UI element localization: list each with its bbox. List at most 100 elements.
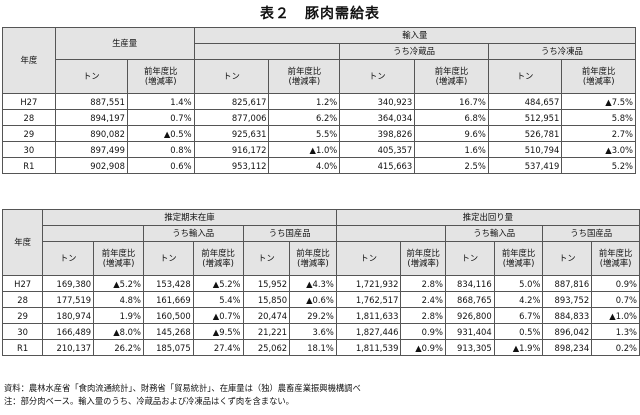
stock-total-header	[42, 225, 144, 242]
value-cell: 902,908	[54, 157, 128, 174]
table-title: 表２ 豚肉需給表	[260, 6, 380, 22]
value-cell: 1.9%	[93, 307, 144, 324]
value-cell: 834,116	[444, 275, 495, 292]
value-cell: 0.6%	[126, 157, 195, 174]
year-header: 年度	[2, 27, 56, 94]
value-cell: 169,380	[42, 275, 95, 292]
value-cell: 1.4%	[126, 93, 195, 110]
value-cell: 3.6%	[289, 323, 337, 340]
ton-header: トン	[193, 59, 270, 94]
table-row: H27 169,380 ▲5.2% 153,428 ▲5.2% 15,952 ▲4.3% 1,…	[1, 275, 640, 292]
value-cell: ▲8.0%	[93, 323, 144, 340]
value-cell: 897,499	[54, 141, 128, 158]
value-cell: 405,357	[339, 141, 416, 158]
value-cell: 15,850	[242, 291, 291, 308]
value-cell: 15,952	[242, 275, 291, 292]
yoy-header: 前年度比 (増減率)	[268, 59, 341, 94]
value-cell: 166,489	[42, 323, 95, 340]
yoy-header: 前年度比 (増減率)	[591, 241, 640, 276]
table-row: 29 180,974 1.9% 160,500 ▲0.7% 20,474 29.2% 1,81…	[1, 307, 640, 324]
value-cell: ▲1.0%	[591, 307, 640, 324]
shipments-header: 推定出回り量	[335, 209, 640, 226]
ton-header: トン	[54, 59, 128, 94]
ton-header: トン	[42, 241, 95, 276]
ton-header: トン	[242, 241, 291, 276]
value-cell: ▲0.7%	[192, 307, 244, 324]
value-cell: 931,404	[444, 323, 495, 340]
year-cell: R1	[1, 339, 44, 356]
yoy-header: 前年度比 (増減率)	[493, 241, 544, 276]
value-cell: 5.0%	[493, 275, 544, 292]
value-cell: 1.3%	[591, 323, 640, 340]
year-cell: 30	[2, 141, 56, 158]
value-cell: 887,551	[54, 93, 128, 110]
value-cell: 1,811,539	[335, 339, 402, 356]
value-cell: 894,197	[54, 109, 128, 126]
value-cell: 877,006	[193, 109, 270, 126]
year-cell: H27	[1, 275, 44, 292]
value-cell: 21,221	[242, 323, 291, 340]
table-row: 28 177,519 4.8% 161,669 5.4% 15,850 ▲0.6% 1,762…	[1, 291, 640, 308]
value-cell: 9.6%	[414, 125, 489, 142]
value-cell: 893,752	[542, 291, 593, 308]
value-cell: 484,657	[487, 93, 563, 110]
ton-header: トン	[542, 241, 593, 276]
table-row: 29 890,082 ▲0.5% 925,631 5.5% 398,826 9.6% 526,…	[2, 125, 636, 142]
value-cell: 537,419	[487, 157, 563, 174]
value-cell: 27.4%	[192, 339, 244, 356]
value-cell: 898,234	[542, 339, 593, 356]
table-row: 28 894,197 0.7% 877,006 6.2% 364,034 6.8% 512,9…	[2, 109, 636, 126]
shipments-domestic-header: うち国産品	[542, 225, 640, 242]
stock-shipment-table: 年度 推定期末在庫 推定出回り量 うち輸入品 うち国産品 うち輸入品 うち国産品…	[1, 209, 640, 356]
value-cell: 510,794	[487, 141, 563, 158]
value-cell: 896,042	[542, 323, 593, 340]
value-cell: 180,974	[42, 307, 95, 324]
value-cell: 1,721,932	[335, 275, 402, 292]
ton-header: トン	[339, 59, 416, 94]
ton-header: トン	[142, 241, 194, 276]
value-cell: 0.7%	[126, 109, 195, 126]
value-cell: 5.4%	[192, 291, 244, 308]
imports-header: 輸入量	[193, 27, 637, 44]
value-cell: 512,951	[487, 109, 563, 126]
value-cell: 26.2%	[93, 339, 144, 356]
table-row: R1 210,137 26.2% 185,075 27.4% 25,062 18.1% 1,8…	[1, 339, 640, 356]
yoy-header: 前年度比 (増減率)	[414, 59, 489, 94]
value-cell: 825,617	[193, 93, 270, 110]
value-cell: 4.2%	[493, 291, 544, 308]
year-cell: R1	[2, 157, 56, 174]
value-cell: 145,268	[142, 323, 194, 340]
value-cell: 2.8%	[400, 275, 446, 292]
value-cell: 2.5%	[414, 157, 489, 174]
value-cell: 1.2%	[268, 93, 341, 110]
shipments-imported-header: うち輸入品	[444, 225, 544, 242]
value-cell: 0.9%	[591, 275, 640, 292]
value-cell: 868,765	[444, 291, 495, 308]
stock-shipment-body: H27 169,380 ▲5.2% 153,428 ▲5.2% 15,952 ▲4.3% 1,…	[1, 275, 640, 356]
value-cell: 6.8%	[414, 109, 489, 126]
value-cell: 4.0%	[268, 157, 341, 174]
yoy-header: 前年度比 (増減率)	[289, 241, 337, 276]
value-cell: 364,034	[339, 109, 416, 126]
value-cell: 2.8%	[400, 307, 446, 324]
value-cell: 398,826	[339, 125, 416, 142]
value-cell: ▲9.5%	[192, 323, 244, 340]
table-row: 30 897,499 0.8% 916,172 ▲1.0% 405,357 1.6% 510,…	[2, 141, 636, 158]
stock-domestic-header: うち国産品	[242, 225, 337, 242]
chilled-header: うち冷蔵品	[339, 43, 489, 60]
value-cell: ▲1.0%	[268, 141, 341, 158]
value-cell: 153,428	[142, 275, 194, 292]
table-row: H27 887,551 1.4% 825,617 1.2% 340,923 16.7% 484…	[2, 93, 636, 110]
table-row: R1 902,908 0.6% 953,112 4.0% 415,663 2.5% 537,4…	[2, 157, 636, 174]
table-row: 30 166,489 ▲8.0% 145,268 ▲9.5% 21,221 3.6% 1,82…	[1, 323, 640, 340]
value-cell: 4.8%	[93, 291, 144, 308]
value-cell: 415,663	[339, 157, 416, 174]
footnote-source: 資料：農林水産省「食肉流通統計」、財務省「貿易統計」、在庫量は（独）農畜産業振興…	[4, 383, 361, 393]
yoy-header: 前年度比 (増減率)	[561, 59, 636, 94]
year-cell: 30	[1, 323, 44, 340]
value-cell: 1,762,517	[335, 291, 402, 308]
supply-demand-table: 年度 生産量 輸入量 うち冷蔵品 うち冷凍品 トン 前年度比 (増減率) トン 前…	[2, 27, 637, 174]
value-cell: 210,137	[42, 339, 95, 356]
value-cell: 0.8%	[126, 141, 195, 158]
value-cell: 177,519	[42, 291, 95, 308]
